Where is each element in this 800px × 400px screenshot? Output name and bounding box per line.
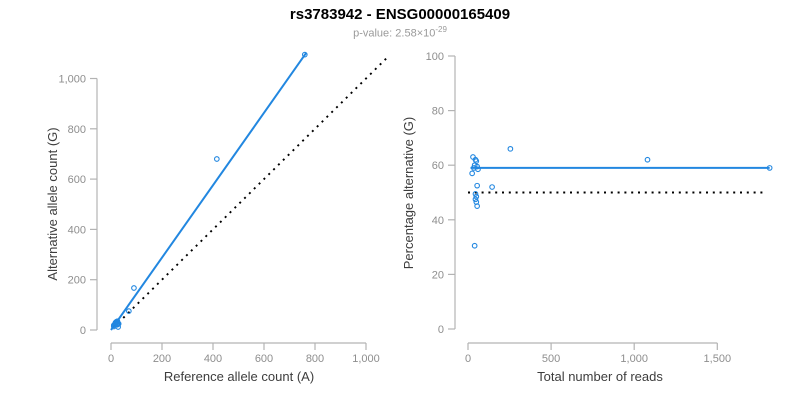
percentage-vs-reads-scatter-data-point	[474, 203, 480, 209]
figure-title: rs3783942 - ENSG00000165409	[289, 6, 511, 23]
percentage-vs-reads-scatter-data-point	[473, 193, 480, 200]
allele-counts-scatter-data-point	[131, 285, 137, 291]
allele-counts-scatter-x-tick-label: 800	[306, 353, 324, 365]
allele-counts-scatter-y-tick-label: 600	[68, 174, 86, 186]
allele-counts-scatter-x-axis-title: Reference allele count (A)	[164, 369, 314, 384]
percentage-vs-reads-scatter-x-tick-label: 0	[465, 353, 471, 365]
percentage-vs-reads-scatter-data-point	[472, 191, 479, 197]
percentage-vs-reads-scatter-y-tick-label: 80	[432, 106, 444, 118]
percentage-vs-reads-scatter-y-axis-title: Percentage alternative (G)	[401, 117, 416, 269]
allele-counts-scatter-data-point	[126, 308, 132, 314]
allele-counts-scatter-regression-line	[110, 52, 307, 331]
allele-counts-scatter-x-tick-label: 0	[108, 353, 114, 365]
percentage-vs-reads-scatter-data-point	[474, 163, 480, 170]
allele-counts-scatter-data-point	[115, 324, 121, 330]
allele-counts-scatter-data-point	[213, 156, 220, 162]
percentage-vs-reads-scatter-data-point	[475, 166, 481, 173]
allele-counts-scatter-x-tick-label: 200	[153, 353, 171, 365]
allele-counts-scatter-y-tick-label: 0	[80, 325, 86, 337]
percentage-vs-reads-scatter-data-point	[489, 184, 495, 190]
allele-counts-scatter-data-point	[115, 320, 122, 327]
percentage-vs-reads-scatter-data-point	[474, 182, 480, 189]
allele-counts-scatter-x-tick-label: 600	[255, 353, 273, 365]
allele-counts-scatter-y-tick-label: 800	[68, 124, 86, 136]
percentage-vs-reads-scatter-data-point	[469, 170, 476, 177]
allele-counts-scatter-y-tick-label: 400	[68, 224, 86, 236]
percentage-vs-reads-scatter-y-tick-label: 40	[432, 215, 444, 227]
allele-counts-scatter-y-axis-title: Alternative allele count (G)	[45, 127, 60, 280]
percentage-vs-reads-scatter-x-tick-label: 1,000	[620, 353, 648, 365]
percentage-vs-reads-scatter-data-point	[766, 165, 773, 171]
allele-counts-scatter-data-point	[301, 51, 308, 58]
percentage-vs-reads-scatter-data-point	[644, 156, 651, 163]
percentage-vs-reads-scatter-y-tick-label: 100	[426, 51, 444, 63]
percentage-vs-reads-scatter-data-point	[507, 145, 514, 152]
allele-counts-scatter-x-tick-label: 1,000	[352, 353, 380, 365]
allele-counts-scatter-y-tick-label: 200	[68, 275, 86, 287]
percentage-vs-reads-scatter-y-tick-label: 0	[438, 324, 444, 336]
pvalue-exponent: -29	[435, 25, 447, 34]
percentage-vs-reads-scatter-x-axis-title: Total number of reads	[537, 369, 663, 384]
percentage-vs-reads-scatter-x-tick-label: 1,500	[704, 353, 732, 365]
percentage-vs-reads-scatter-y-tick-label: 60	[432, 160, 444, 172]
allele-counts-scatter-y-tick-label: 1,000	[58, 74, 86, 86]
pvalue-base: 2.58×10	[395, 27, 436, 40]
allele-counts-scatter-x-tick-label: 400	[204, 353, 222, 365]
allele-counts-scatter-identity-line	[112, 55, 390, 329]
percentage-vs-reads-scatter-x-tick-label: 500	[542, 353, 560, 365]
percentage-vs-reads-scatter-data-point	[472, 196, 479, 203]
figure-subtitle: p-value: 2.58×10-29	[0, 25, 800, 40]
percentage-vs-reads-scatter-y-tick-label: 20	[432, 269, 444, 281]
pvalue-prefix: p-value:	[353, 27, 396, 40]
percentage-vs-reads-scatter-data-point	[471, 242, 478, 249]
